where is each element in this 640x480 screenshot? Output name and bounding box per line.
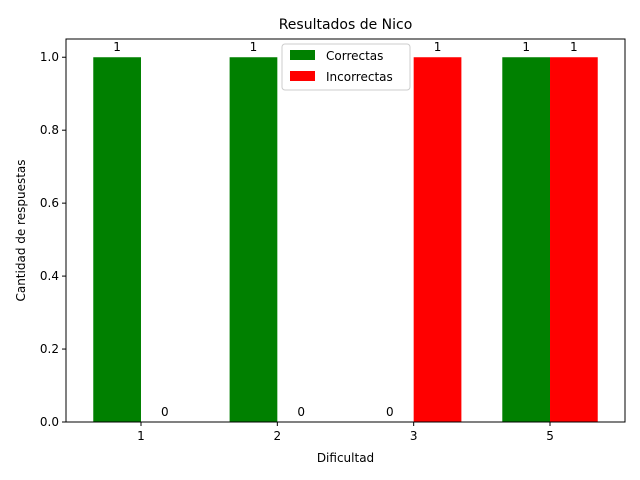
y-axis-title: Cantidad de respuestas xyxy=(14,159,28,301)
data-label-correctas-5: 1 xyxy=(522,40,530,54)
legend-swatch-incorrectas xyxy=(290,71,315,81)
y-tick-label: 0.8 xyxy=(40,123,59,137)
legend-label-correctas: Correctas xyxy=(326,49,383,63)
x-tick-label: 3 xyxy=(410,429,418,443)
data-label-correctas-3: 0 xyxy=(386,405,394,419)
legend-label-incorrectas: Incorrectas xyxy=(326,70,393,84)
plot-frame xyxy=(65,38,626,423)
data-label-correctas-1: 1 xyxy=(113,40,121,54)
x-axis-title: Dificultad xyxy=(317,451,374,465)
data-label-incorrectas-2: 0 xyxy=(297,405,305,419)
chart-title: Resultados de Nico xyxy=(279,17,413,33)
data-labels-group: 1 1 0 1 0 0 1 1 xyxy=(113,40,577,419)
data-label-incorrectas-3: 1 xyxy=(434,40,442,54)
data-label-incorrectas-1: 0 xyxy=(161,405,169,419)
bars-group xyxy=(93,57,598,422)
y-tick-label: 0.0 xyxy=(40,415,59,429)
bar-correctas-1 xyxy=(93,57,141,422)
y-tick-label: 0.2 xyxy=(40,342,59,356)
x-axis-ticks: 1 2 3 5 xyxy=(137,422,554,443)
x-tick-label: 2 xyxy=(274,429,282,443)
y-axis-ticks: 0.0 0.2 0.4 0.6 0.8 1.0 xyxy=(40,50,66,429)
data-label-correctas-2: 1 xyxy=(250,40,258,54)
y-tick-label: 1.0 xyxy=(40,50,59,64)
bar-incorrectas-3 xyxy=(413,57,462,422)
bar-incorrectas-5 xyxy=(550,57,598,422)
x-tick-label: 5 xyxy=(546,429,554,443)
data-label-incorrectas-5: 1 xyxy=(570,40,578,54)
y-tick-label: 0.6 xyxy=(40,196,59,210)
x-tick-label: 1 xyxy=(137,429,145,443)
y-tick-label: 0.4 xyxy=(40,269,59,283)
legend: Correctas Incorrectas xyxy=(281,43,411,91)
legend-swatch-correctas xyxy=(290,50,315,60)
bar-correctas-2 xyxy=(229,57,278,422)
bar-correctas-5 xyxy=(502,57,551,422)
